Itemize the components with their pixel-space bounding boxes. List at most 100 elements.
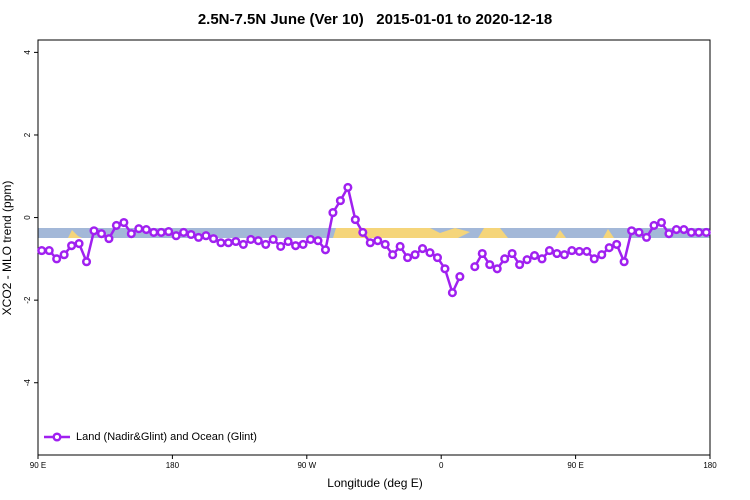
data-point — [649, 220, 659, 230]
x-tick-label: 180 — [703, 461, 717, 470]
data-point — [440, 264, 450, 274]
y-tick-label: 2 — [23, 132, 32, 137]
data-point — [515, 260, 525, 270]
data-point — [149, 227, 159, 237]
data-point — [679, 224, 689, 235]
chart-title: 2.5N-7.5N June (Ver 10) 2015-01-01 to 20… — [198, 11, 552, 28]
data-point — [358, 227, 368, 237]
data-point — [388, 250, 398, 260]
map-strip — [38, 228, 710, 238]
data-point — [694, 227, 704, 237]
data-point — [627, 226, 637, 236]
data-point — [619, 257, 629, 267]
data-point — [365, 238, 375, 248]
data-point — [686, 227, 696, 237]
data-point — [298, 239, 308, 249]
data-point — [522, 255, 532, 265]
data-point — [403, 253, 413, 263]
data-point — [410, 250, 420, 260]
data-point — [507, 248, 517, 259]
data-point — [104, 234, 114, 244]
data-point — [567, 246, 577, 256]
data-point — [656, 217, 667, 228]
data-point — [291, 241, 301, 251]
data-point — [320, 245, 331, 255]
data-point — [417, 243, 428, 254]
data-point — [335, 196, 345, 206]
data-point — [432, 253, 443, 263]
data-point — [268, 234, 278, 244]
legend-label: Land (Nadir&Glint) and Ocean (Glint) — [76, 431, 257, 443]
data-point — [634, 227, 644, 237]
y-tick-label: 0 — [23, 215, 32, 220]
data-point — [126, 229, 136, 239]
x-tick-label: 0 — [439, 461, 444, 470]
data-point — [485, 260, 495, 270]
data-point — [529, 251, 540, 261]
data-point — [164, 227, 174, 237]
data-point — [81, 257, 92, 267]
data-point — [67, 241, 77, 251]
data-point — [395, 241, 405, 252]
data-point — [276, 241, 286, 252]
x-tick-label: 180 — [166, 461, 180, 470]
y-tick-label: -4 — [23, 379, 32, 387]
y-tick-label: 4 — [23, 50, 32, 55]
data-point — [156, 227, 166, 237]
data-point — [455, 272, 465, 282]
x-tick-label: 90 E — [30, 461, 46, 470]
data-point — [492, 264, 502, 274]
data-point — [37, 246, 47, 256]
data-point — [373, 236, 383, 246]
data-point — [664, 229, 674, 239]
data-point — [612, 239, 622, 249]
data-point — [589, 254, 599, 264]
data-point — [186, 229, 196, 240]
data-point — [179, 227, 189, 237]
data-point — [216, 238, 226, 248]
legend-marker — [52, 432, 62, 442]
data-point — [171, 231, 181, 241]
data-point — [671, 224, 681, 235]
data-point — [261, 239, 271, 249]
data-point — [574, 246, 584, 256]
data-point — [283, 236, 293, 247]
y-axis-label: XCO2 - MLO trend (ppm) — [0, 181, 14, 316]
data-point — [193, 232, 204, 242]
data-point — [59, 250, 69, 260]
data-point — [246, 234, 256, 244]
data-point — [350, 215, 360, 225]
data-point — [208, 234, 219, 244]
data-point — [380, 239, 390, 249]
data-point — [111, 220, 121, 230]
data-point — [44, 246, 54, 256]
data-point — [582, 246, 592, 256]
data-point — [74, 239, 84, 249]
x-tick-label: 90 E — [567, 461, 583, 470]
data-point — [328, 208, 338, 218]
x-axis-label: Longitude (deg E) — [327, 476, 422, 490]
data-point — [223, 238, 233, 248]
data-point — [201, 231, 211, 241]
data-point — [119, 217, 129, 228]
data-point — [597, 250, 607, 260]
data-point — [500, 254, 510, 264]
data-point — [477, 248, 487, 259]
data-point — [559, 250, 569, 260]
data-point — [313, 236, 323, 246]
data-point — [425, 248, 435, 258]
plot-frame — [37, 39, 711, 456]
data-point — [52, 254, 62, 264]
x-tick-label: 90 W — [297, 461, 316, 470]
data-point — [544, 246, 555, 256]
data-point — [447, 288, 457, 298]
data-point — [238, 239, 248, 249]
data-point — [470, 262, 480, 272]
data-point — [96, 229, 107, 239]
data-point — [305, 234, 316, 244]
data-point — [253, 236, 263, 246]
data-point — [134, 224, 144, 234]
data-point — [604, 243, 614, 253]
data-point — [141, 224, 151, 235]
